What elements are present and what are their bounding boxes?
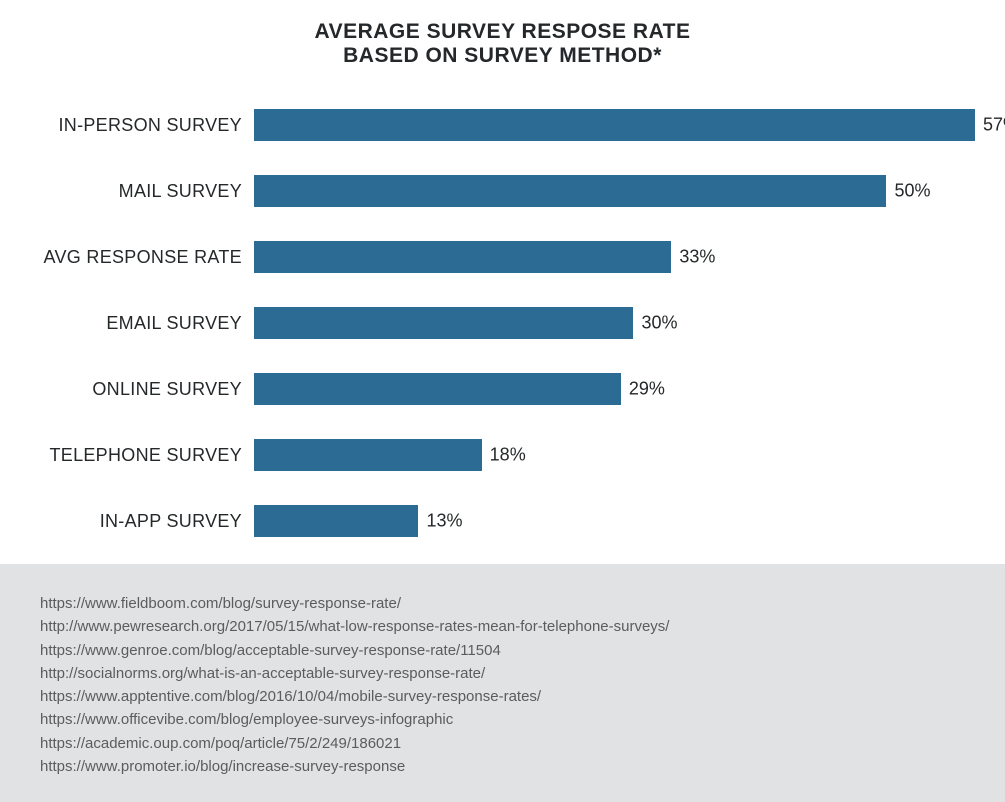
bar-fill: [254, 175, 886, 207]
bar-fill: [254, 373, 621, 405]
bar-label: TELEPHONE SURVEY: [30, 445, 254, 466]
bar-row: ONLINE SURVEY 29%: [30, 356, 975, 422]
bar-label: EMAIL SURVEY: [30, 313, 254, 334]
bar-list: IN-PERSON SURVEY57% MAIL SURVEY 50% AVG RES…: [30, 92, 975, 554]
bar-row: IN-PERSON SURVEY57%: [30, 92, 975, 158]
source-line: https://academic.oup.com/poq/article/75/…: [40, 732, 965, 755]
bar-track: 30%: [254, 307, 975, 339]
bar-row: MAIL SURVEY 50%: [30, 158, 975, 224]
chart-title: AVERAGE SURVEY RESPOSE RATE BASED ON SUR…: [30, 20, 975, 68]
bar-fill: [254, 439, 482, 471]
bar-fill: [254, 307, 633, 339]
bar-value: 29%: [621, 379, 665, 400]
bar-track: 50%: [254, 175, 975, 207]
bar-value: 30%: [633, 313, 677, 334]
bar-row: AVG RESPONSE RATE 33%: [30, 224, 975, 290]
bar-fill: [254, 505, 418, 537]
bar-row: EMAIL SURVEY 30%: [30, 290, 975, 356]
bar-fill: [254, 241, 671, 273]
bar-value: 57%: [975, 115, 1005, 136]
bar-value: 13%: [418, 511, 462, 532]
source-line: https://www.fieldboom.com/blog/survey-re…: [40, 592, 965, 615]
bar-track: 18%: [254, 439, 975, 471]
source-line: https://www.genroe.com/blog/acceptable-s…: [40, 639, 965, 662]
bar-label: AVG RESPONSE RATE: [30, 247, 254, 268]
source-line: http://socialnorms.org/what-is-an-accept…: [40, 662, 965, 685]
bar-value: 50%: [886, 181, 930, 202]
chart-title-line-2: BASED ON SURVEY METHOD*: [30, 44, 975, 68]
bar-label: ONLINE SURVEY: [30, 379, 254, 400]
source-line: https://www.officevibe.com/blog/employee…: [40, 708, 965, 731]
bar-track: 33%: [254, 241, 975, 273]
bar-label: MAIL SURVEY: [30, 181, 254, 202]
sources-panel: https://www.fieldboom.com/blog/survey-re…: [0, 564, 1005, 802]
bar-track: 57%: [254, 109, 975, 141]
bar-value: 33%: [671, 247, 715, 268]
source-line: https://www.apptentive.com/blog/2016/10/…: [40, 685, 965, 708]
source-line: http://www.pewresearch.org/2017/05/15/wh…: [40, 615, 965, 638]
chart-container: AVERAGE SURVEY RESPOSE RATE BASED ON SUR…: [0, 0, 1005, 564]
bar-label: IN-APP SURVEY: [30, 511, 254, 532]
bar-fill: [254, 109, 975, 141]
bar-row: TELEPHONE SURVEY 18%: [30, 422, 975, 488]
chart-title-line-1: AVERAGE SURVEY RESPOSE RATE: [30, 20, 975, 44]
bar-value: 18%: [482, 445, 526, 466]
bar-track: 29%: [254, 373, 975, 405]
bar-track: 13%: [254, 505, 975, 537]
bar-row: IN-APP SURVEY 13%: [30, 488, 975, 554]
bar-label: IN-PERSON SURVEY: [30, 115, 254, 136]
